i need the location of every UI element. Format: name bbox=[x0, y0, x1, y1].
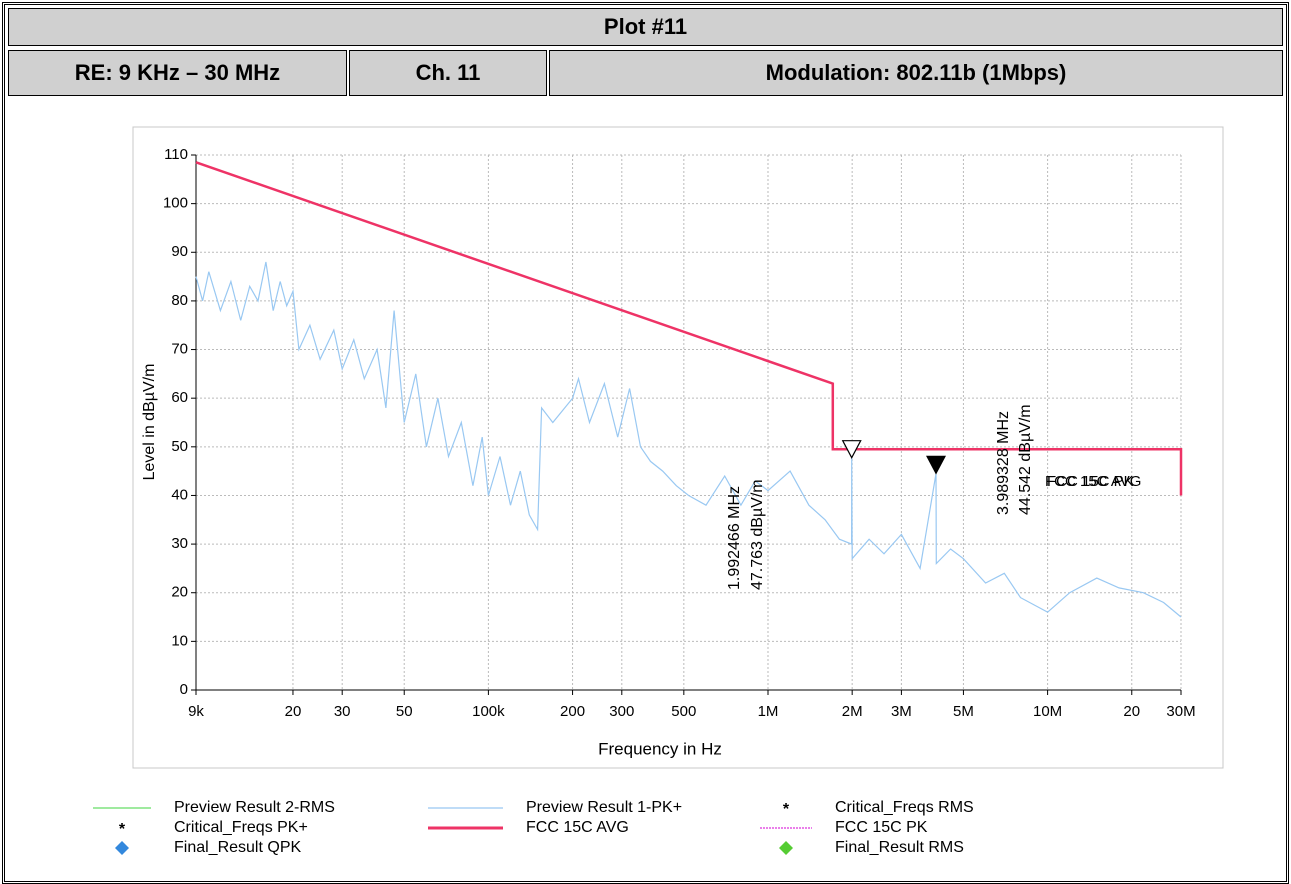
x-tick-label: 30M bbox=[1166, 703, 1195, 720]
y-tick-label: 110 bbox=[164, 146, 188, 163]
legend-swatch bbox=[115, 841, 129, 855]
x-tick-label: 2M bbox=[842, 703, 863, 720]
y-tick-label: 30 bbox=[171, 535, 188, 552]
header-cell: Ch. 11 bbox=[349, 50, 547, 96]
x-tick-label: 5M bbox=[953, 703, 974, 720]
x-tick-label: 20 bbox=[1123, 703, 1140, 720]
legend-label: Preview Result 1-PK+ bbox=[526, 799, 682, 816]
y-tick-label: 0 bbox=[180, 681, 188, 698]
marker-label: 47.763 dBµV/m bbox=[749, 479, 766, 590]
marker-label: 3.989328 MHz bbox=[995, 411, 1012, 515]
legend-label: FCC 15C AVG bbox=[526, 819, 629, 836]
x-tick-label: 10M bbox=[1033, 703, 1062, 720]
y-tick-label: 100 bbox=[163, 195, 188, 212]
header-cell: RE: 9 KHz – 30 MHz bbox=[8, 50, 347, 96]
series-line bbox=[195, 261, 1182, 618]
plot-title: Plot #11 bbox=[8, 8, 1283, 46]
x-tick-label: 3M bbox=[891, 703, 912, 720]
marker-label: 1.992466 MHz bbox=[726, 486, 743, 590]
marker-triangle bbox=[841, 440, 862, 459]
x-axis-title: Frequency in Hz bbox=[598, 739, 722, 758]
chart-panel bbox=[132, 126, 1224, 769]
legend-swatch: * bbox=[119, 821, 126, 838]
y-tick-label: 10 bbox=[171, 632, 188, 649]
x-tick-label: 9k bbox=[188, 703, 204, 720]
legend-label: FCC 15C PK bbox=[835, 819, 928, 836]
legend-label: Critical_Freqs RMS bbox=[835, 799, 974, 816]
x-tick-label: 30 bbox=[334, 703, 351, 720]
y-tick-label: 90 bbox=[171, 243, 188, 260]
x-tick-label: 50 bbox=[396, 703, 413, 720]
legend-label: Preview Result 2-RMS bbox=[174, 799, 335, 816]
legend-label: Final_Result QPK bbox=[174, 839, 301, 856]
legend-swatch: * bbox=[783, 801, 790, 818]
x-tick-label: 20 bbox=[285, 703, 302, 720]
x-tick-label: 100k bbox=[472, 703, 505, 720]
y-tick-label: 20 bbox=[171, 584, 188, 601]
series-line bbox=[195, 161, 1183, 496]
x-tick-label: 500 bbox=[671, 703, 696, 720]
x-tick-label: 1M bbox=[758, 703, 779, 720]
y-tick-label: 70 bbox=[171, 341, 188, 358]
marker-triangle bbox=[926, 455, 947, 475]
x-tick-label: 300 bbox=[609, 703, 634, 720]
legend-label: Final_Result RMS bbox=[835, 839, 964, 856]
y-tick-label: 50 bbox=[171, 438, 188, 455]
limit-label: FCC 15C AVG bbox=[1045, 473, 1141, 490]
y-axis-title: Level in dBµV/m bbox=[141, 364, 158, 481]
y-tick-label: 40 bbox=[171, 486, 188, 503]
marker-label: 44.542 dBµV/m bbox=[1017, 404, 1034, 515]
legend-swatch bbox=[779, 841, 793, 855]
legend-label: Critical_Freqs PK+ bbox=[174, 819, 308, 836]
y-tick-label: 60 bbox=[171, 389, 188, 406]
x-tick-label: 200 bbox=[560, 703, 585, 720]
header-cell: Modulation: 802.11b (1Mbps) bbox=[549, 50, 1283, 96]
y-tick-label: 80 bbox=[171, 292, 188, 309]
limit-label: FCC 15C PK bbox=[1047, 473, 1134, 490]
